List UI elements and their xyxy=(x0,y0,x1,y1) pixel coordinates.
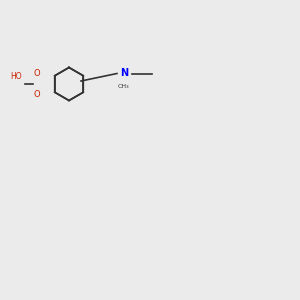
Text: CH₃: CH₃ xyxy=(117,85,129,89)
Text: N: N xyxy=(120,68,129,79)
Text: O: O xyxy=(33,69,40,78)
Text: O: O xyxy=(33,90,40,99)
Text: HO: HO xyxy=(11,72,22,81)
